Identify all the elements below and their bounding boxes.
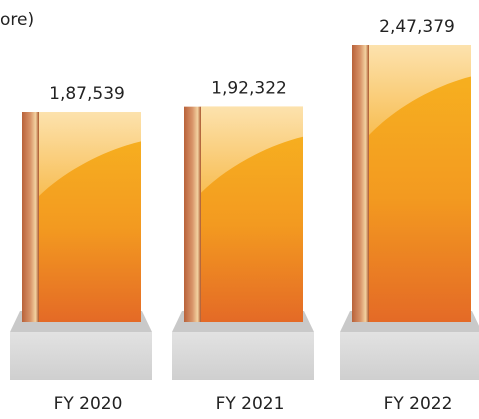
pedestal-front bbox=[10, 332, 152, 380]
chart: ore) 1,87,539 FY 2020 1,92,322 FY 2021 2,47,… bbox=[0, 0, 479, 419]
value-label: 1,92,322 bbox=[211, 79, 287, 99]
chart-title: ore) bbox=[0, 10, 34, 30]
value-label: 1,87,539 bbox=[49, 84, 125, 104]
bar-side bbox=[352, 45, 369, 322]
x-tick-label: FY 2021 bbox=[216, 394, 285, 414]
pedestal-front bbox=[172, 332, 314, 380]
bar-side bbox=[184, 107, 201, 322]
bar-side bbox=[22, 112, 39, 322]
pedestal-front bbox=[340, 332, 479, 380]
x-tick-label: FY 2022 bbox=[384, 394, 453, 414]
value-label: 2,47,379 bbox=[379, 17, 455, 37]
x-tick-label: FY 2020 bbox=[54, 394, 123, 414]
